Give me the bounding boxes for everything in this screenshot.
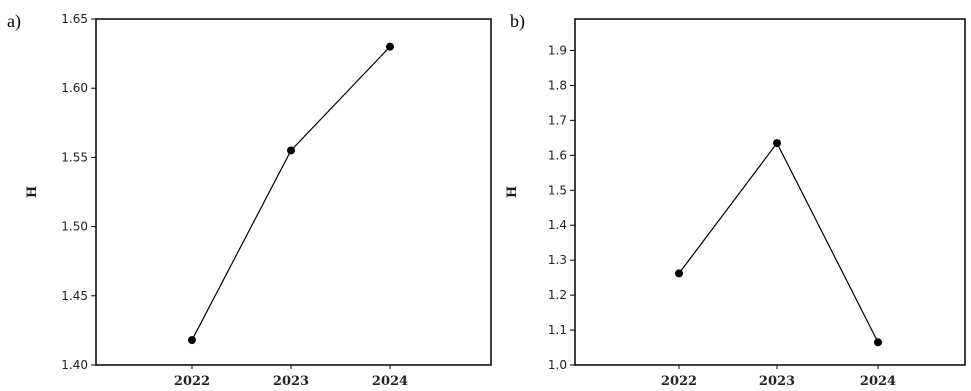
y-tick-label: 1.5 — [548, 183, 567, 197]
y-tick-label: 1.6 — [548, 148, 567, 162]
y-tick-label: 1.55 — [61, 150, 88, 164]
data-point — [675, 269, 683, 278]
data-point — [188, 336, 196, 345]
y-tick-label: 1.4 — [548, 218, 567, 232]
data-point — [874, 338, 882, 347]
series-line — [678, 141, 879, 343]
data-point — [773, 139, 781, 148]
y-axis-label: H — [25, 186, 40, 198]
data-point — [287, 146, 295, 155]
y-tick-label: 1.60 — [61, 81, 88, 95]
y-tick-label: 1.0 — [548, 358, 567, 372]
y-tick-label: 1.1 — [548, 323, 567, 337]
y-tick-label: 1.3 — [548, 253, 567, 267]
series-line — [191, 46, 391, 341]
x-tick-label: 2024 — [372, 374, 408, 389]
y-tick-label: 1.40 — [61, 358, 88, 372]
x-tick-label: 2023 — [759, 374, 795, 389]
panel-label: b) — [510, 11, 525, 32]
x-tick-label: 2022 — [174, 374, 210, 389]
x-tick-label: 2024 — [860, 374, 896, 389]
y-tick-label: 1.65 — [61, 12, 88, 26]
y-tick-label: 1.9 — [548, 43, 567, 57]
y-tick-label: 1.7 — [548, 113, 567, 127]
plot-frame — [574, 18, 966, 366]
chart-panel-b: b) 1.0 1.1 1.2 1.3 1.4 1.5 1.6 1.7 1.8 1.9 H 2022 202… — [505, 11, 966, 389]
panel-label: a) — [7, 11, 21, 32]
plot-frame — [95, 18, 492, 366]
chart-panel-a: a) 1.40 1.45 1.50 1.55 1.60 1.65 H 2022 2023 2024 — [7, 11, 492, 389]
x-tick-label: 2023 — [273, 374, 309, 389]
y-tick-label: 1.45 — [61, 289, 88, 303]
y-tick-label: 1.8 — [548, 78, 567, 92]
x-tick-label: 2022 — [661, 374, 697, 389]
y-axis-label: H — [505, 186, 520, 198]
y-tick-label: 1.2 — [548, 288, 567, 302]
y-tick-label: 1.50 — [61, 220, 88, 234]
data-point — [386, 42, 394, 51]
